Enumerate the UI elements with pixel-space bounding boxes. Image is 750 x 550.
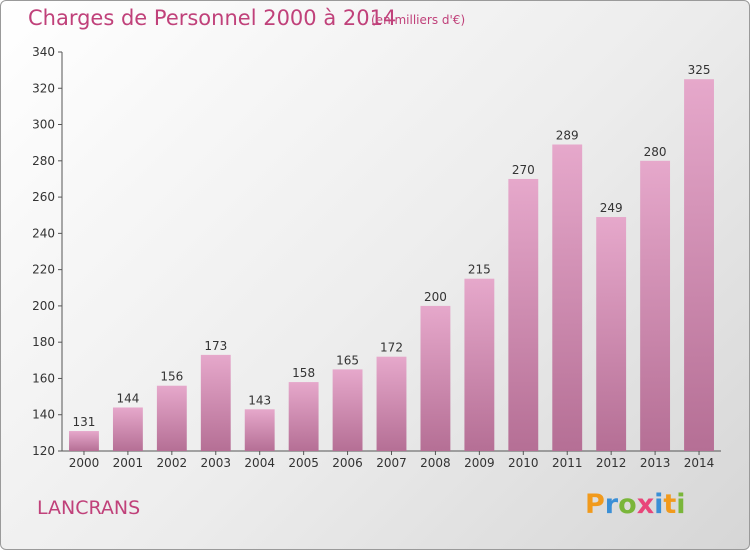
x-tick-label: 2010	[508, 456, 539, 470]
bar-2006	[332, 369, 363, 451]
y-tick-label: 220	[32, 263, 55, 277]
bar-2011	[552, 144, 583, 451]
bar-value-label: 158	[292, 366, 315, 380]
axes: 120 140 160 180 200 220 240 260 280 300 320 340 2000…	[32, 45, 721, 470]
y-tick-label: 200	[32, 299, 55, 313]
bar-2001	[112, 407, 143, 451]
bar-2014	[684, 79, 714, 452]
x-tick-label: 2000	[69, 456, 100, 470]
x-tick-label: 2005	[288, 456, 319, 470]
bar-value-label: 143	[248, 393, 271, 407]
y-tick-label: 160	[32, 371, 55, 385]
bar-value-label: 280	[644, 145, 667, 159]
logo-letter: t	[663, 489, 677, 520]
chart-title: Charges de Personnel 2000 à 2014	[28, 6, 397, 30]
bar-value-label: 173	[204, 339, 227, 353]
x-tick-label: 2007	[376, 456, 407, 470]
logo-letter: o	[618, 489, 637, 520]
bar-2005	[288, 382, 319, 451]
bar-value-label: 131	[73, 415, 96, 429]
bar-2008	[420, 305, 451, 451]
bar-value-label: 249	[600, 201, 623, 215]
bar-2010	[508, 178, 539, 452]
bar-value-label: 325	[688, 63, 711, 77]
x-tick-label: 2008	[420, 456, 451, 470]
x-tick-label: 2001	[113, 456, 144, 470]
bar-value-label: 270	[512, 163, 535, 177]
bar-value-label: 144	[116, 391, 139, 405]
x-tick-label: 2012	[596, 456, 627, 470]
bar-2003	[200, 354, 231, 451]
y-tick-label: 280	[32, 154, 55, 168]
logo-letter: P	[585, 489, 605, 520]
proxiti-logo: Proxiti	[585, 489, 686, 520]
x-tick-label: 2002	[157, 456, 188, 470]
logo-letter: i	[654, 489, 664, 520]
bar-value-label: 200	[424, 290, 447, 304]
x-tick-label: 2004	[244, 456, 275, 470]
x-tick-label: 2009	[464, 456, 495, 470]
y-tick-label: 260	[32, 190, 55, 204]
chart-subtitle: (en milliers d'€)	[371, 13, 466, 27]
commune-name: LANCRANS	[37, 497, 141, 519]
bar-value-label: 165	[336, 353, 359, 367]
x-tick-label: 2003	[200, 456, 231, 470]
bar-2000	[69, 431, 99, 451]
x-tick-label: 2006	[332, 456, 363, 470]
bar-2002	[156, 385, 187, 451]
y-tick-label: 120	[32, 444, 55, 458]
y-tick-label: 320	[32, 81, 55, 95]
y-tick-label: 180	[32, 335, 55, 349]
logo-letter: r	[604, 489, 619, 520]
bar-2009	[464, 278, 495, 451]
bar-value-label: 289	[556, 128, 579, 142]
y-tick-label: 300	[32, 118, 55, 132]
bar-value-label: 172	[380, 341, 403, 355]
y-tick-label: 140	[32, 408, 55, 422]
bar-value-label: 215	[468, 263, 491, 277]
bar-value-label: 156	[160, 370, 183, 384]
bar-2012	[596, 217, 627, 451]
bars: 131 144 156 173 143 158 165 172 200 215 270 289 249 2…	[69, 63, 714, 452]
y-tick-label: 340	[32, 45, 55, 59]
bar-2013	[640, 160, 671, 451]
x-tick-label: 2013	[640, 456, 671, 470]
bar-2007	[376, 356, 407, 451]
x-tick-label: 2014	[684, 456, 715, 470]
logo-letter: x	[636, 489, 655, 520]
bar-2004	[244, 409, 275, 451]
x-tick-label: 2011	[552, 456, 583, 470]
logo-letter: i	[676, 489, 686, 520]
y-tick-label: 240	[32, 226, 55, 240]
